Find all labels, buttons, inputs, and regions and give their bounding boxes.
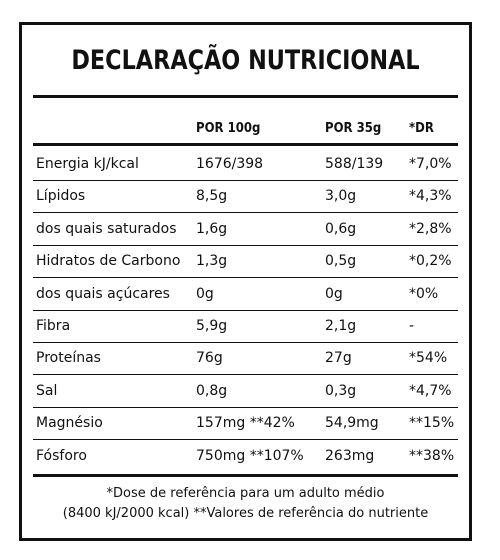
value-dr: *0% (409, 285, 439, 302)
value-dr: *2,8% (409, 220, 452, 237)
nutrient-name: dos quais açúcares (36, 285, 170, 302)
label-title: DECLARAÇÃO NUTRICIONAL (71, 45, 420, 76)
footer-divider (33, 474, 458, 477)
nutrient-name: Energia kJ/kcal (36, 156, 139, 172)
row-divider (33, 309, 458, 311)
value-per-100g: 0g (196, 285, 214, 302)
value-per-35g: 54,9mg (325, 415, 379, 432)
value-per-100g: 1,3g (196, 253, 228, 270)
row-divider (33, 342, 458, 343)
value-per-100g: 0,8g (196, 382, 228, 399)
value-dr: *7,0% (409, 156, 452, 172)
row-divider (33, 180, 458, 181)
value-per-35g: 0g (325, 285, 343, 302)
value-per-100g: 8,5g (196, 188, 228, 205)
nutrient-row: Proteínas 76g 27g *54% (33, 343, 458, 376)
nutrient-row: Hidratos de Carbono 1,3g 0,5g *0,2% (33, 246, 458, 279)
nutrient-name: Hidratos de Carbono (36, 253, 181, 270)
row-divider (33, 439, 458, 441)
nutrition-label: DECLARAÇÃO NUTRICIONAL POR 100g POR 35g … (19, 22, 472, 541)
value-per-35g: 263mg (325, 447, 375, 464)
nutrient-name: Fósforo (36, 447, 87, 464)
nutrient-row: Magnésio 157mg **42% 54,9mg **15% (33, 408, 458, 441)
value-per-35g: 27g (325, 350, 352, 367)
nutrient-row: Lípidos 8,5g 3,0g *4,3% (33, 181, 458, 214)
row-divider (33, 374, 458, 376)
nutrient-row: Sal 0,8g 0,3g *4,7% (33, 376, 458, 408)
value-per-100g: 1,6g (196, 220, 228, 237)
value-per-35g: 0,5g (325, 253, 357, 270)
value-dr: *4,7% (409, 382, 452, 399)
row-divider (33, 277, 458, 279)
nutrient-row: dos quais açúcares 0g 0g *0% (33, 279, 458, 311)
value-per-100g: 1676/398 (196, 156, 264, 172)
nutrient-row: Fósforo 750mg **107% 263mg **38% (33, 441, 458, 473)
header-dr: *DR (409, 121, 434, 136)
footer-note-2: (8400 kJ/2000 kcal) **Valores de referên… (62, 506, 429, 521)
value-per-35g: 3,0g (325, 188, 357, 205)
nutrient-row: Energia kJ/kcal 1676/398 588/139 *7,0% (33, 149, 458, 181)
nutrient-name: dos quais saturados (36, 220, 177, 237)
value-per-35g: 588/139 (325, 156, 384, 172)
row-divider (33, 406, 458, 408)
nutrient-name: Sal (36, 382, 58, 399)
nutrient-row: dos quais saturados 1,6g 0,6g *2,8% (33, 214, 458, 246)
value-dr: *54% (409, 350, 448, 367)
nutrient-name: Lípidos (36, 188, 86, 205)
value-dr: **15% (409, 415, 455, 432)
value-per-100g: 76g (196, 350, 223, 367)
title-divider (33, 95, 458, 98)
value-per-100g: 750mg **107% (196, 447, 304, 464)
footer-note-1: *Dose de referência para um adulto médio (106, 486, 385, 501)
nutrient-name: Proteínas (36, 350, 101, 367)
row-divider (33, 244, 458, 246)
header-divider (33, 143, 458, 146)
value-per-35g: 2,1g (325, 318, 357, 334)
nutrient-row: Fibra 5,9g 2,1g - (33, 311, 458, 343)
value-dr: **38% (409, 447, 455, 464)
row-divider (33, 212, 458, 214)
value-dr: *4,3% (409, 188, 452, 205)
value-per-35g: 0,3g (325, 382, 357, 399)
value-per-100g: 157mg **42% (196, 415, 295, 432)
value-per-100g: 5,9g (196, 318, 228, 334)
nutrient-name: Magnésio (36, 415, 103, 432)
value-dr: - (409, 318, 415, 334)
header-per-100g: POR 100g (196, 121, 261, 136)
value-per-35g: 0,6g (325, 220, 357, 237)
header-per-35g: POR 35g (325, 121, 382, 136)
value-dr: *0,2% (409, 253, 452, 270)
nutrient-name: Fibra (36, 318, 71, 334)
